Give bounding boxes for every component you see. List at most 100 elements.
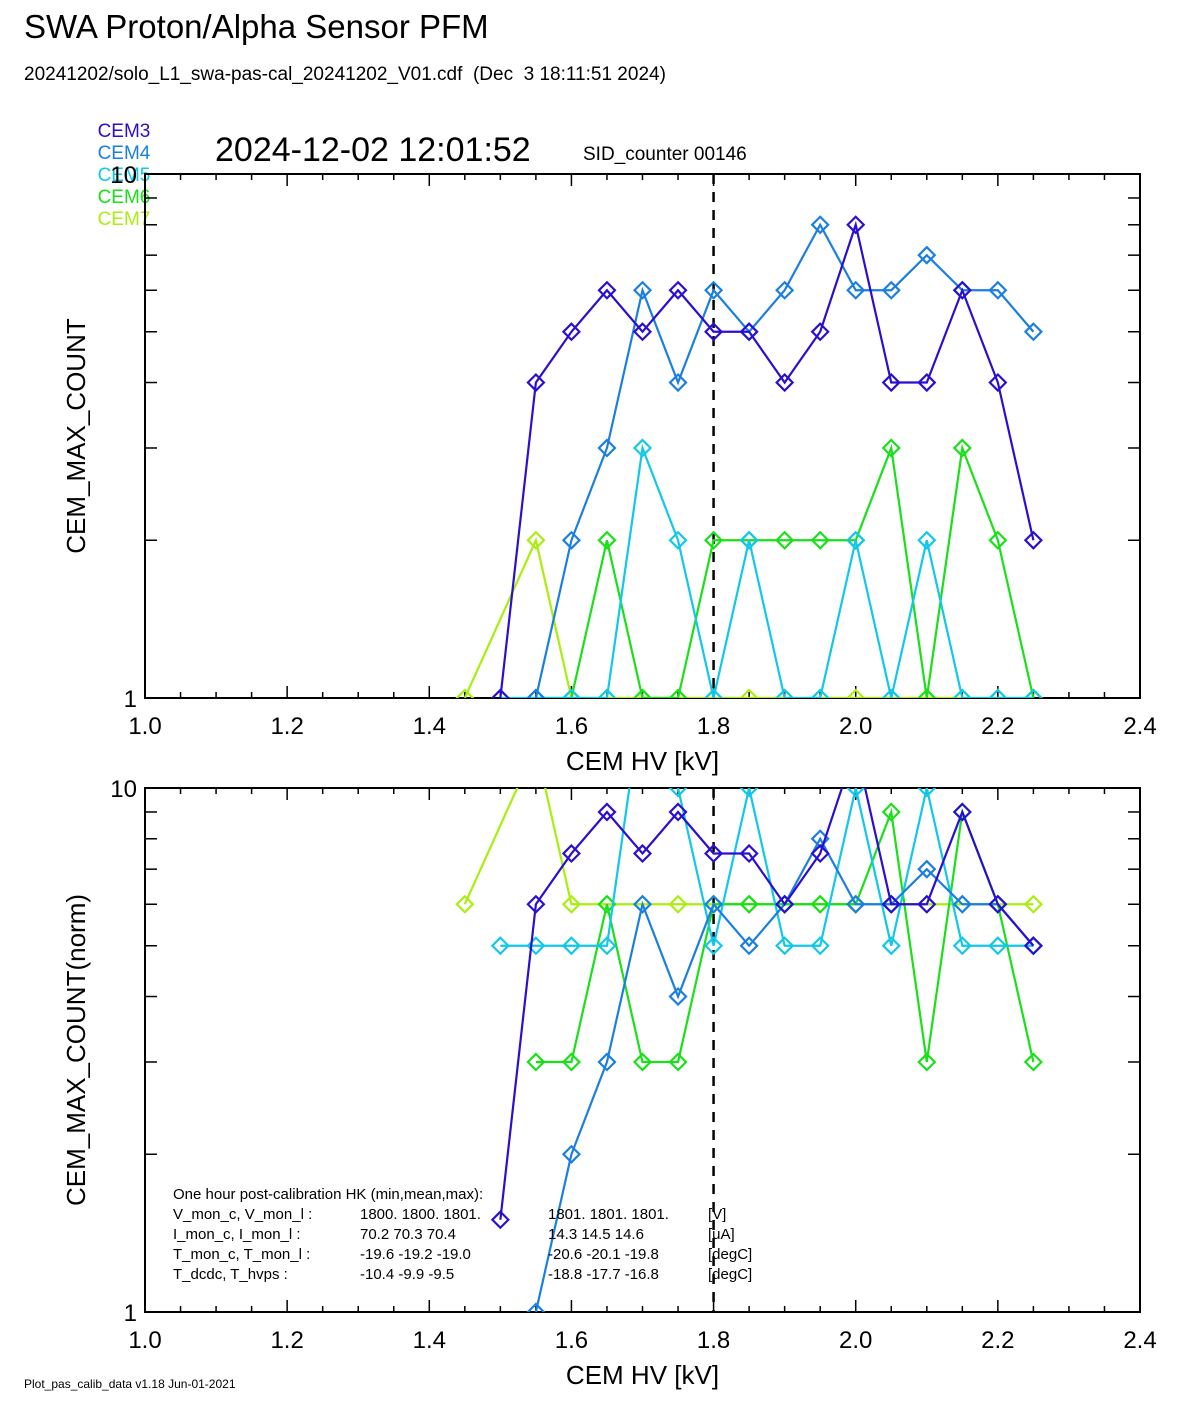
panel1-series-cem5-point — [810, 688, 830, 698]
legend-cem4: CEM4 — [97, 143, 151, 164]
hk-row-l-values: -18.8 -17.7 -16.8 — [548, 1266, 659, 1283]
panel1-series-cem3-point — [668, 280, 688, 300]
panel2-series-cem3-point — [704, 843, 724, 864]
page-title: SWA Proton/Alpha Sensor PFM — [24, 8, 489, 45]
panel1-series-cem6-point — [810, 530, 830, 550]
panel1-xtick-label: 2.4 — [1123, 713, 1156, 740]
panel1-series-cem4-point — [668, 372, 688, 393]
panel1-series-cem6-point — [668, 688, 688, 698]
panel2-data — [455, 739, 1043, 1312]
panel1-series-cem5-point — [668, 530, 688, 550]
panel1-series-cem5-point — [881, 688, 901, 698]
hk-row-c-values: -10.4 -9.9 -9.5 — [360, 1266, 454, 1283]
hk-row-label: T_mon_c, T_mon_l : — [173, 1246, 310, 1263]
panel1-series-cem5-point — [1023, 688, 1043, 698]
panel1-series-cem6-point — [775, 530, 795, 550]
panel1-series-cem6-point — [632, 688, 653, 698]
panel2-xtick-label: 1.2 — [270, 1327, 303, 1354]
file-info: 20241202/solo_L1_swa-pas-cal_20241202_V0… — [24, 64, 666, 85]
panel1-series-cem3-point — [490, 688, 510, 698]
hk-heading: One hour post-calibration HK (min,mean,m… — [173, 1186, 483, 1203]
panel2-series-cem3-point — [526, 894, 546, 914]
hk-row-l-values: -20.6 -20.1 -19.8 — [548, 1246, 659, 1263]
panel1-x-axis-label: CEM HV [kV] — [566, 746, 719, 776]
panel2-series-cem4-point — [668, 986, 688, 1007]
panel2-plot: 1.0 1.2 1.4 1.6 1.8 2.0 2.2 2.4 1 10 CEM HV [kV] CE… — [61, 739, 1157, 1390]
timestamp: 2024-12-02 12:01:52 — [215, 131, 531, 169]
panel1-series-cem4 — [526, 215, 1043, 698]
panel2-series-cem3-point — [597, 802, 617, 822]
panel2-series-cem4-point — [526, 1302, 546, 1312]
hk-row-unit: [degC] — [708, 1246, 752, 1263]
panel1-series-cem6-point — [704, 530, 724, 550]
legend-cem3: CEM3 — [97, 121, 151, 142]
panel2-series-cem4-point — [704, 894, 724, 914]
panel1-series-cem3-point — [988, 372, 1008, 393]
sid-counter: SID_counter 00146 — [583, 144, 747, 165]
panel1-series-cem5-point — [739, 530, 759, 550]
hk-summary: One hour post-calibration HK (min,mean,m… — [173, 1186, 752, 1283]
panel2-series-cem6-point — [917, 1052, 937, 1072]
panel1-series-cem4-point — [775, 280, 795, 300]
legend-cem5: CEM5 — [97, 165, 151, 186]
panel2-xtick-label: 1.6 — [555, 1327, 588, 1354]
panel2-series-cem6-point — [881, 802, 901, 822]
panel2-series-cem5-line — [500, 788, 1034, 947]
panel2-series-cem7-point — [1023, 894, 1043, 914]
panel2-series-cem3-point — [848, 739, 864, 755]
panel2-xtick-label: 1.8 — [697, 1327, 730, 1354]
panel2-series-cem3-point — [632, 843, 653, 864]
legend-cem6: CEM6 — [97, 187, 151, 208]
panel2-series-cem7-point — [528, 739, 544, 755]
panel2-xtick-label: 1.4 — [413, 1327, 446, 1354]
panel1-series-cem3-point — [775, 372, 795, 393]
panel1-series-cem7 — [455, 530, 1043, 698]
panel2-xtick-label: 2.0 — [839, 1327, 872, 1354]
panel2-series-cem5-point — [490, 936, 510, 956]
panel1-series-cem4-point — [846, 280, 866, 300]
hk-row-label: T_dcdc, T_hvps : — [173, 1266, 288, 1283]
panel1-series-cem3 — [490, 215, 1043, 698]
panel1-series-cem5-line — [500, 443, 1034, 698]
panel1-xtick-label: 1.0 — [128, 713, 161, 740]
panel1-series-cem3-point — [917, 372, 937, 393]
panel1-series-cem5-point — [561, 688, 581, 698]
panel1-series-cem6-point — [917, 688, 937, 698]
panel1-xtick-label: 1.4 — [413, 713, 446, 740]
hk-row-label: V_mon_c, V_mon_l : — [173, 1206, 312, 1223]
panel1-series-cem3-point — [561, 322, 581, 342]
panel2-series-cem6-point — [561, 1052, 581, 1072]
hk-row-unit: [uA] — [708, 1226, 735, 1243]
panel1-xtick-label: 2.0 — [839, 713, 872, 740]
panel2-series-cem3-line — [499, 788, 1035, 1220]
panel1-series-cem7-point — [526, 530, 546, 550]
panel1-xtick-label: 1.6 — [555, 713, 588, 740]
panel2-series-cem6-point — [1023, 1052, 1043, 1072]
panel2-series-cem3-point — [668, 802, 688, 822]
panel2-series-cem3-point — [917, 894, 937, 914]
panel2-series-cem6-point — [739, 894, 759, 914]
hk-row-c-values: 1800. 1800. 1801. — [360, 1206, 481, 1223]
panel1-series-cem4-point — [526, 688, 546, 698]
panel1-series-cem4-point — [597, 438, 617, 458]
panel2-series-cem5-point — [739, 788, 759, 798]
panel1-series-cem7-line — [463, 536, 1034, 698]
panel2-series-cem3-point — [881, 894, 901, 914]
panel1-series-cem3-line — [499, 220, 1035, 698]
panel2-series-cem5-point — [561, 936, 581, 956]
panel2-series-cem3 — [490, 739, 1043, 1230]
panel2-series-cem5-point — [775, 936, 795, 956]
panel1-series-cem4-point — [988, 280, 1008, 300]
panel1-series-cem6 — [526, 438, 1043, 698]
panel1-xtick-label: 2.2 — [981, 713, 1014, 740]
panel2-series-cem7 — [455, 739, 1043, 914]
panel1-series-cem3-point — [704, 322, 724, 342]
panel2-series-cem5-point — [704, 936, 724, 956]
panel1-series-cem7-point — [846, 688, 866, 698]
panel1-series-cem6-point — [952, 438, 972, 458]
panel1-series-cem4-point — [1023, 322, 1043, 342]
footer-version: Plot_pas_calib_data v1.18 Jun-01-2021 — [24, 1377, 236, 1391]
legend: CEM3 CEM4 CEM5 CEM6 CEM7 — [87, 99, 162, 231]
panel1-series-cem5-point — [632, 438, 653, 458]
panel2-x-axis-label: CEM HV [kV] — [566, 1360, 719, 1390]
